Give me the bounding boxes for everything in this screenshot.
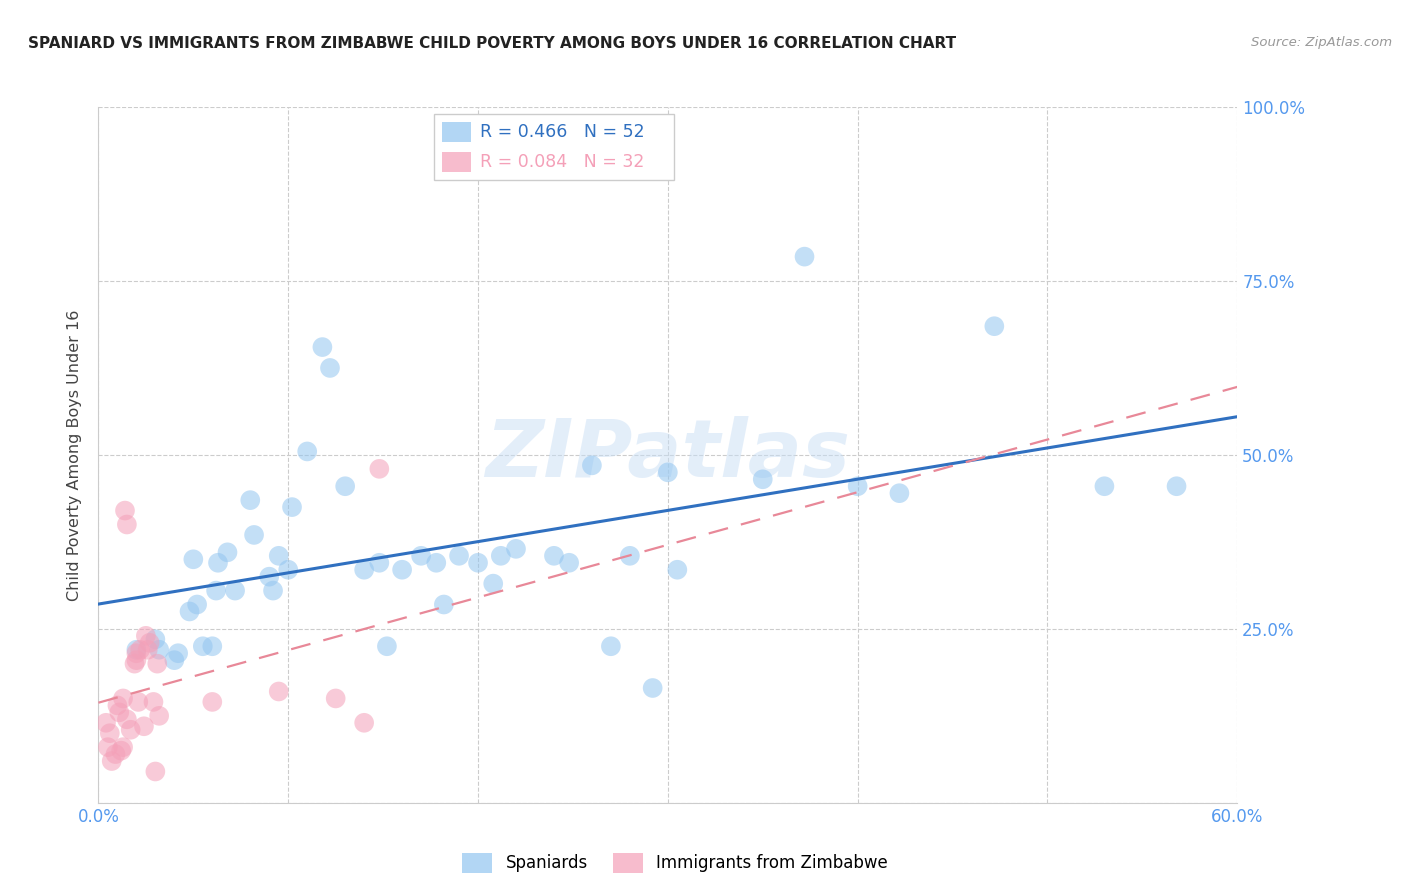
Point [368,556,391,570]
Text: R = 0.466   N = 52: R = 0.466 N = 52 [479,123,644,141]
Point [145,632,167,647]
Point [104,747,127,761]
Point [411,549,433,563]
Text: R = 0.084   N = 32: R = 0.084 N = 32 [479,153,644,171]
Point [124,657,146,671]
Point [125,646,148,660]
Point [167,646,190,660]
Point [666,563,689,577]
Point [191,639,214,653]
FancyBboxPatch shape [443,122,471,142]
Point [186,598,208,612]
Point [277,563,299,577]
Point [148,708,170,723]
Point [125,642,148,657]
Point [145,764,167,779]
Point [163,653,186,667]
Point [325,691,347,706]
Point [136,642,159,657]
Point [201,695,224,709]
Point [581,458,603,473]
FancyBboxPatch shape [443,153,471,172]
Point [267,549,290,563]
Point [243,528,266,542]
Point [146,657,169,671]
Point [115,712,138,726]
Point [97,740,120,755]
Point [319,360,342,375]
Point [983,319,1005,334]
Point [142,695,165,709]
Point [183,552,205,566]
Point [489,549,512,563]
Point [125,653,148,667]
Point [353,715,375,730]
Point [793,250,815,264]
Point [112,691,135,706]
Point [391,563,413,577]
Point [205,583,228,598]
Point [114,503,136,517]
Point [335,479,357,493]
Point [600,639,623,653]
Point [482,576,505,591]
Point [467,556,489,570]
Point [217,545,239,559]
Point [201,639,224,653]
Point [558,556,581,570]
FancyBboxPatch shape [434,114,673,180]
Point [311,340,333,354]
Point [619,549,641,563]
Point [505,541,527,556]
Point [107,698,129,713]
Point [657,466,679,480]
Point [889,486,911,500]
Point [353,563,375,577]
Point [281,500,304,514]
Point [433,598,456,612]
Point [297,444,319,458]
Point [115,517,138,532]
Point [138,636,160,650]
Text: SPANIARD VS IMMIGRANTS FROM ZIMBABWE CHILD POVERTY AMONG BOYS UNDER 16 CORRELATI: SPANIARD VS IMMIGRANTS FROM ZIMBABWE CHI… [28,36,956,51]
Point [368,462,391,476]
Point [267,684,290,698]
Point [449,549,471,563]
Point [259,570,281,584]
Point [135,629,157,643]
Point [425,556,447,570]
Point [641,681,664,695]
Point [239,493,262,508]
Point [110,744,132,758]
Point [127,695,149,709]
Point [100,754,122,768]
Y-axis label: Child Poverty Among Boys Under 16: Child Poverty Among Boys Under 16 [67,310,83,600]
Point [129,642,152,657]
Text: ZIPatlas: ZIPatlas [485,416,851,494]
Point [846,479,869,493]
Point [1094,479,1116,493]
Point [132,719,155,733]
Point [262,583,284,598]
Point [224,583,246,598]
Point [108,706,131,720]
Text: Source: ZipAtlas.com: Source: ZipAtlas.com [1251,36,1392,49]
Point [207,556,229,570]
Point [375,639,398,653]
Legend: Spaniards, Immigrants from Zimbabwe: Spaniards, Immigrants from Zimbabwe [456,847,894,880]
Point [543,549,565,563]
Point [752,472,775,486]
Point [94,715,117,730]
Point [98,726,121,740]
Point [112,740,135,755]
Point [1166,479,1188,493]
Point [120,723,142,737]
Point [179,605,201,619]
Point [148,642,170,657]
